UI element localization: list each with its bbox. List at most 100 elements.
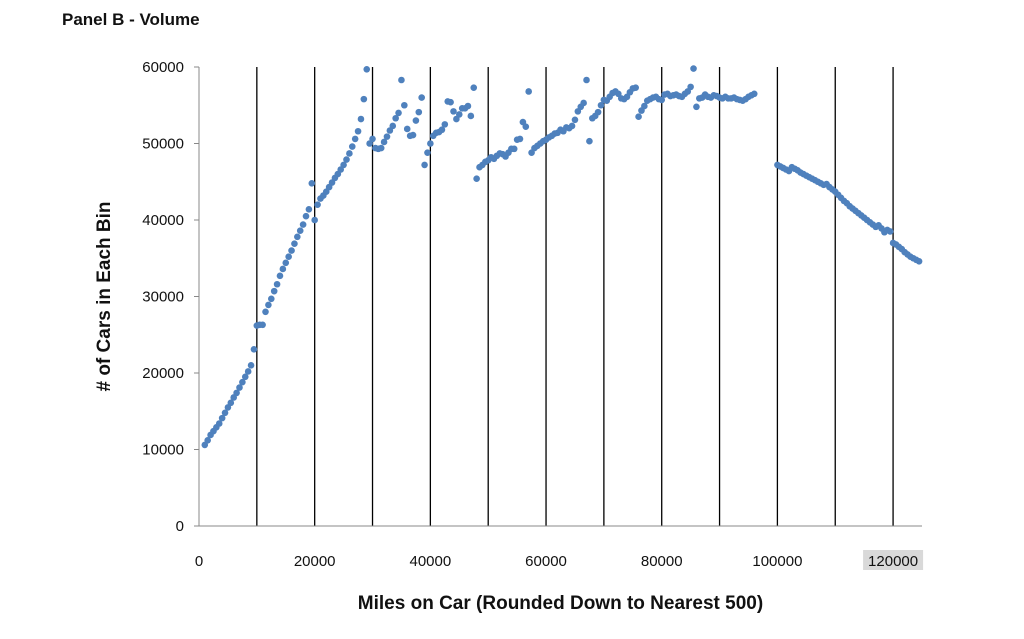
data-point bbox=[398, 76, 405, 84]
data-point bbox=[346, 150, 353, 157]
x-tick-label: 80000 bbox=[641, 553, 683, 570]
data-point bbox=[291, 240, 298, 248]
data-point bbox=[285, 253, 292, 261]
data-point bbox=[227, 399, 235, 407]
data-point bbox=[305, 205, 313, 213]
data-point bbox=[218, 414, 226, 422]
data-point bbox=[282, 259, 290, 267]
data-point bbox=[438, 126, 446, 134]
data-point bbox=[915, 258, 923, 265]
y-tick-label: 10000 bbox=[142, 442, 184, 459]
data-point bbox=[357, 115, 365, 123]
data-point bbox=[302, 212, 310, 220]
data-point bbox=[262, 308, 269, 316]
y-axis-ticks: 0 10000 20000 30000 40000 50000 60000 bbox=[142, 59, 199, 535]
x-tick-label: 0 bbox=[195, 553, 203, 570]
x-tick-label: 20000 bbox=[294, 553, 336, 570]
data-point bbox=[288, 247, 295, 254]
data-point bbox=[383, 133, 391, 140]
data-point bbox=[690, 65, 697, 72]
x-tick-label: 120000 bbox=[868, 553, 918, 570]
data-point bbox=[632, 84, 639, 91]
data-point bbox=[276, 272, 284, 280]
data-point bbox=[594, 108, 602, 116]
data-point bbox=[363, 65, 371, 73]
data-point bbox=[311, 216, 318, 224]
data-point bbox=[415, 108, 423, 116]
x-axis-ticks: 0 20000 40000 60000 80000 100000 120000 bbox=[195, 550, 924, 570]
y-tick-label: 20000 bbox=[142, 365, 184, 382]
data-point bbox=[392, 114, 399, 122]
chart-title: Panel B - Volume bbox=[62, 10, 200, 29]
data-point bbox=[294, 233, 301, 241]
data-point bbox=[250, 345, 258, 353]
data-point bbox=[360, 95, 368, 103]
data-point bbox=[215, 420, 223, 427]
data-point bbox=[516, 135, 524, 143]
data-point bbox=[221, 409, 229, 417]
y-tick-label: 60000 bbox=[142, 59, 184, 76]
x-tick-label: 60000 bbox=[525, 553, 567, 570]
data-point bbox=[635, 113, 642, 121]
data-point bbox=[450, 108, 457, 115]
y-tick-label: 40000 bbox=[142, 212, 184, 229]
data-point bbox=[380, 138, 388, 146]
data-point bbox=[239, 378, 246, 386]
data-point bbox=[424, 149, 431, 156]
data-point bbox=[270, 287, 278, 295]
data-point bbox=[241, 373, 249, 381]
data-point bbox=[247, 362, 255, 369]
vertical-reference-lines bbox=[256, 67, 894, 526]
y-tick-label: 50000 bbox=[142, 136, 184, 153]
data-point bbox=[583, 76, 590, 84]
data-point bbox=[204, 437, 211, 444]
data-point bbox=[641, 102, 648, 110]
data-point bbox=[441, 121, 449, 128]
y-tick-label: 0 bbox=[176, 518, 184, 535]
data-point bbox=[268, 295, 275, 303]
data-point bbox=[750, 90, 758, 98]
data-point bbox=[586, 137, 593, 145]
data-point bbox=[510, 145, 518, 153]
data-point bbox=[233, 389, 240, 397]
data-point bbox=[418, 94, 425, 101]
y-axis-title: # of Cars in Each Bin bbox=[94, 201, 115, 391]
data-point bbox=[395, 109, 402, 117]
data-point bbox=[343, 156, 350, 163]
data-point bbox=[473, 175, 480, 182]
data-point bbox=[340, 161, 347, 169]
data-point bbox=[354, 127, 362, 135]
data-point bbox=[351, 135, 359, 143]
data-point bbox=[348, 143, 356, 150]
axes bbox=[198, 67, 922, 527]
data-point bbox=[308, 179, 316, 187]
data-point bbox=[580, 99, 587, 107]
data-point bbox=[525, 88, 532, 95]
data-point bbox=[299, 221, 307, 228]
data-point bbox=[389, 122, 397, 130]
data-point bbox=[279, 265, 287, 273]
data-point bbox=[447, 98, 454, 106]
data-point bbox=[259, 321, 266, 329]
tick-highlight bbox=[863, 550, 924, 570]
data-point bbox=[409, 131, 417, 139]
data-point bbox=[377, 144, 385, 152]
data-point bbox=[886, 228, 894, 235]
data-point bbox=[467, 112, 475, 120]
x-axis-title: Miles on Car (Rounded Down to Nearest 50… bbox=[358, 593, 763, 614]
x-tick-label: 40000 bbox=[410, 553, 452, 570]
data-point bbox=[693, 103, 700, 111]
data-point bbox=[236, 384, 243, 391]
data-point bbox=[687, 83, 694, 91]
data-point bbox=[244, 368, 252, 375]
data-points bbox=[201, 65, 923, 449]
data-point bbox=[470, 84, 478, 91]
data-point bbox=[522, 123, 530, 130]
data-point bbox=[571, 116, 579, 124]
y-tick-label: 30000 bbox=[142, 289, 184, 306]
data-point bbox=[403, 125, 411, 133]
data-point bbox=[369, 135, 376, 143]
data-point bbox=[464, 102, 472, 110]
data-point bbox=[427, 140, 434, 147]
